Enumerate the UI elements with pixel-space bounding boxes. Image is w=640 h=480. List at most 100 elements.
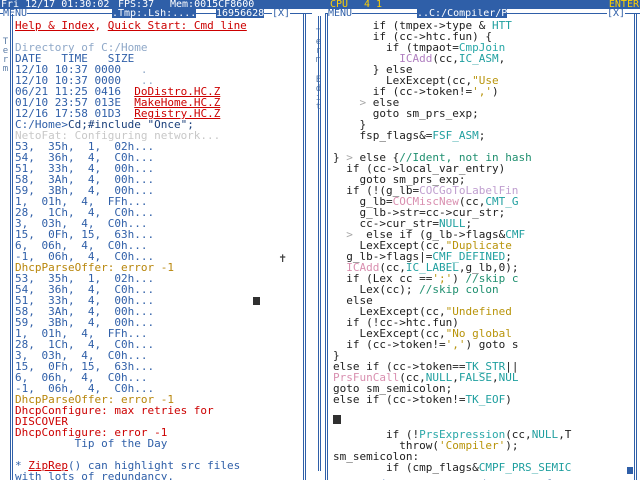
text-span: 15, 0Fh, 15, 63h...	[15, 360, 155, 373]
text-span: } else	[333, 63, 413, 76]
text-span: 12/10 10:37 0000	[15, 63, 121, 76]
text-span[interactable]: DoDistro.HC.Z	[134, 85, 221, 98]
editor-path-label: ..C:/Compiler/P	[417, 9, 508, 18]
text-line: g_lb=COCMiscNew(cc,CMT_G	[333, 196, 633, 207]
text-line: 3, 03h, 4, C0h...	[15, 350, 300, 361]
text-span: if (cc->local_var_entry)	[333, 162, 506, 175]
text-span: ) goto s	[465, 338, 519, 351]
terminal-menu-button[interactable]: MENU	[3, 9, 28, 18]
text-line: 28, 1Ch, 4, C0h...	[15, 339, 300, 350]
editor-window[interactable]: MENU ..C:/Compiler/P [X] if (tmpex->type…	[325, 9, 640, 480]
editor-scroll-marker[interactable]	[627, 467, 633, 474]
text-span: 53, 35h, 1, 02h...	[15, 140, 155, 153]
text-line: throw('Compiler');	[333, 440, 633, 451]
terminal-output[interactable]: Help & Index, Quick Start: Cmd line Direc…	[15, 20, 300, 480]
editor-source-code[interactable]: if (tmpex->type & HTT if (cc->htc.fun) {…	[333, 20, 633, 405]
text-span: DhcpParseOffer: error -1	[15, 393, 174, 406]
editor-close-button[interactable]: [X]	[607, 9, 626, 18]
text-span: if (cc->htc.fun) {	[333, 30, 492, 43]
text-span: DISCOVER	[15, 415, 68, 428]
text-span: if (cc->token!=	[333, 338, 446, 351]
terminal-close-button[interactable]: [X]	[272, 9, 291, 18]
text-span: 28, 1Ch, 4, C0h...	[15, 206, 155, 219]
text-span: //skip colon	[419, 283, 499, 296]
text-span: (cc,	[505, 428, 532, 441]
text-span: CMF_DEFINED	[432, 250, 506, 263]
text-line: } else	[333, 64, 633, 75]
text-span: ;	[505, 250, 512, 263]
editor-menu-button[interactable]: MENU	[328, 9, 353, 18]
editor-status-bar: Undo:0More-CR ────Line:1222 Col:0001─	[325, 470, 640, 480]
text-span: IC_ASM	[458, 52, 499, 65]
text-span[interactable]: Registry.HC.Z	[134, 107, 221, 120]
text-span: 28, 1Ch, 4, C0h...	[15, 338, 155, 351]
text-span: if (tmpaot=	[333, 41, 459, 54]
right-window-border	[325, 14, 326, 480]
text-line: 6, 06h, 4, C0h...	[15, 240, 300, 251]
text-line: > else	[333, 97, 633, 108]
text-span: 3, 03h, 4, C0h...	[15, 217, 148, 230]
text-span: 58, 3Ah, 4, 00h...	[15, 173, 155, 186]
terminal-size-label: 16956628	[216, 9, 265, 18]
text-span: NULL	[531, 428, 559, 441]
text-span: else if (g_lb->flags&	[352, 228, 506, 241]
text-span: >	[346, 151, 353, 164]
text-cursor-block	[253, 297, 260, 305]
right-window-border-right	[634, 14, 635, 480]
editor-cursor-block	[333, 415, 341, 424]
text-span: );	[505, 439, 519, 452]
text-span: 1, 01h, 4, FFh...	[15, 327, 148, 340]
text-span: Tip of the Day	[15, 437, 168, 450]
editor-title-bar[interactable]: MENU ..C:/Compiler/P [X]	[325, 9, 640, 18]
text-span: 59, 3Bh, 4, 00h...	[15, 316, 155, 329]
text-span: LexExcept(cc,	[333, 305, 446, 318]
text-line: LexExcept(cc,"Duplicate	[333, 240, 633, 251]
text-span: ||	[505, 360, 519, 373]
text-span[interactable]: MakeHome.HC.Z	[134, 96, 221, 109]
text-line: else	[333, 295, 633, 306]
text-line: ICAdd(cc,IC_LABEL,g_lb,0);	[333, 262, 633, 273]
text-span: 53, 35h, 1, 02h...	[15, 272, 155, 285]
text-span: else	[333, 294, 373, 307]
text-span[interactable]: ZipRep	[28, 459, 68, 472]
text-span[interactable]: Quick Start: Cmd line	[107, 19, 247, 32]
cpu-count: 4 1	[364, 0, 383, 9]
text-line: 15, 0Fh, 15, 63h...	[15, 361, 300, 372]
text-span: COCGoToLabelFin	[419, 184, 519, 197]
text-span: ;	[478, 129, 486, 142]
text-span: 01/10 23:57 013E	[15, 96, 121, 109]
text-line: 28, 1Ch, 4, C0h...	[15, 207, 300, 218]
text-line: 06/21 11:25 0416 DoDistro.HC.Z	[15, 86, 300, 97]
text-line: 12/10 10:37 0000 .	[15, 64, 300, 75]
text-line: ICAdd(cc,IC_ASM,	[333, 53, 633, 64]
text-line: with lots of redundancy.	[15, 471, 300, 480]
editor-source-code-bottom[interactable]: if (!PrsExpression(cc,NULL,T throw('Comp…	[333, 429, 633, 473]
text-line: NetoFat: Configuring network...	[15, 130, 300, 141]
text-span: if (tmpex->type &	[333, 19, 492, 32]
text-span: ,g_lb,0);	[458, 261, 519, 274]
text-line: 1, 01h, 4, FFh...	[15, 196, 300, 207]
text-span: if (!(g_lb=	[333, 184, 420, 197]
text-line: 6, 06h, 4, C0h...	[15, 372, 300, 383]
terminal-title-bar[interactable]: MENU .Tmp:.Lsh:.... 16956628 [X]	[0, 9, 312, 18]
right-window-border-inner	[327, 14, 328, 480]
text-span: ,	[491, 371, 499, 384]
text-span: if (!cc->htc.fun)	[333, 316, 459, 329]
text-line: if (!cc->htc.fun)	[333, 317, 633, 328]
text-span: if (cc->token!=	[333, 85, 473, 98]
text-line: DhcpParseOffer: error -1	[15, 262, 300, 273]
text-line: if (cc->htc.fun) {	[333, 31, 633, 42]
text-line: DhcpConfigure: max retries for	[15, 405, 300, 416]
text-span: 51, 33h, 4, 00h...	[15, 162, 155, 175]
text-span: >	[359, 96, 367, 109]
text-span: LexExcept(cc,	[333, 327, 446, 340]
text-span[interactable]: Help & Index	[15, 19, 95, 32]
text-line: goto sm_prs_exp;	[333, 174, 633, 185]
text-line: if (!PrsExpression(cc,NULL,T	[333, 429, 633, 440]
text-line: if (tmpex->type & HTT	[333, 20, 633, 31]
text-span: ;	[465, 217, 473, 230]
text-span: ..	[140, 74, 155, 87]
